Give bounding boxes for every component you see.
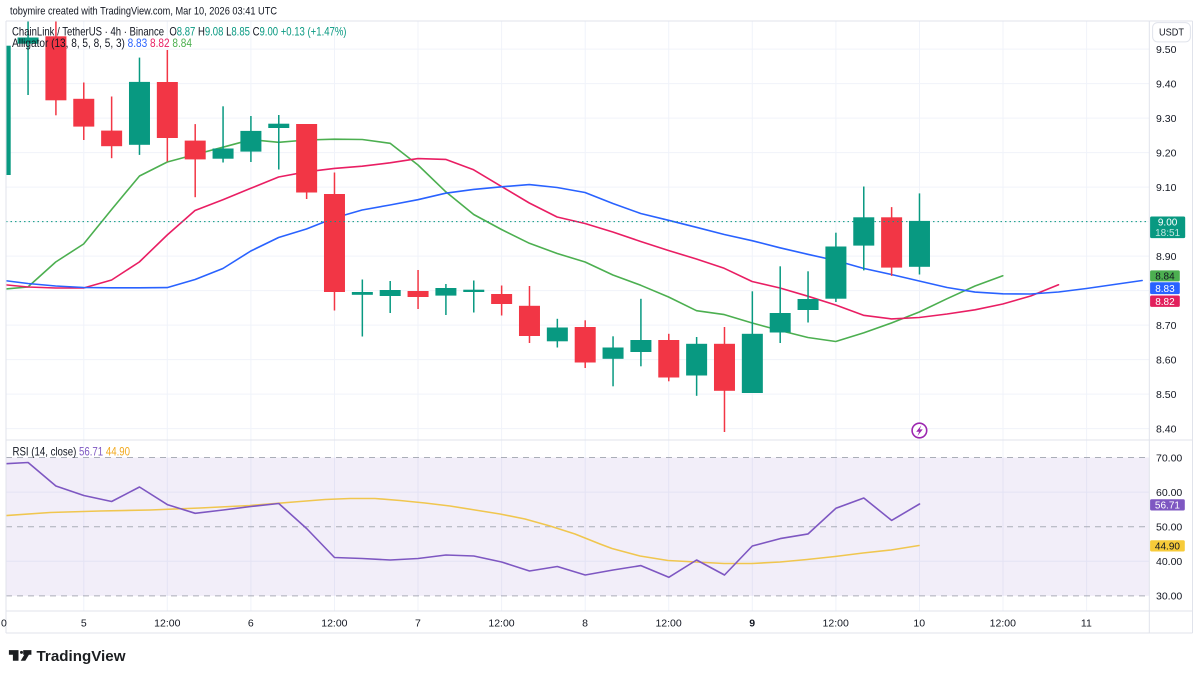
- svg-text:9.50: 9.50: [1156, 44, 1177, 56]
- svg-text:12:00: 12:00: [655, 618, 681, 630]
- svg-text:9.40: 9.40: [1156, 78, 1177, 90]
- svg-text:9.20: 9.20: [1156, 147, 1177, 159]
- svg-text:TradingView: TradingView: [37, 648, 126, 665]
- svg-text:12:00: 12:00: [321, 618, 347, 630]
- svg-text:tobymire created with TradingV: tobymire created with TradingView.com, M…: [10, 6, 277, 18]
- svg-text:0: 0: [1, 618, 7, 630]
- svg-text:9: 9: [749, 618, 755, 630]
- svg-text:70.00: 70.00: [1156, 452, 1182, 464]
- svg-text:8.40: 8.40: [1156, 423, 1177, 435]
- svg-text:8.82: 8.82: [1155, 297, 1175, 308]
- svg-text:9.30: 9.30: [1156, 113, 1177, 125]
- svg-text:RSI (14, close) 56.71 44.90: RSI (14, close) 56.71 44.90: [13, 445, 131, 459]
- svg-text:Alligator (13, 8, 5, 8, 5, 3): Alligator (13, 8, 5, 8, 5, 3) 8.83 8.82 …: [12, 36, 192, 50]
- svg-text:10: 10: [913, 618, 925, 630]
- svg-text:44.90: 44.90: [1155, 542, 1180, 553]
- svg-text:12:00: 12:00: [488, 618, 514, 630]
- svg-text:30.00: 30.00: [1156, 591, 1182, 603]
- svg-text:40.00: 40.00: [1156, 556, 1182, 568]
- svg-text:8.90: 8.90: [1156, 251, 1177, 263]
- svg-text:6: 6: [248, 618, 254, 630]
- svg-text:7: 7: [415, 618, 421, 630]
- svg-text:8.70: 8.70: [1156, 320, 1177, 332]
- svg-text:12:00: 12:00: [823, 618, 849, 630]
- svg-text:60.00: 60.00: [1156, 487, 1182, 499]
- svg-text:ChainLink / TetherUS · 4h · Bi: ChainLink / TetherUS · 4h · Binance O8.8…: [12, 25, 347, 39]
- svg-text:8.60: 8.60: [1156, 354, 1177, 366]
- svg-text:11: 11: [1081, 618, 1092, 630]
- svg-text:USDT: USDT: [1159, 28, 1184, 39]
- svg-text:9.00: 9.00: [1158, 218, 1178, 229]
- svg-text:56.71: 56.71: [1155, 500, 1180, 511]
- svg-text:18:51: 18:51: [1155, 228, 1180, 239]
- svg-text:12:00: 12:00: [154, 618, 180, 630]
- svg-text:50.00: 50.00: [1156, 522, 1182, 534]
- svg-text:8.84: 8.84: [1155, 272, 1175, 283]
- svg-text:5: 5: [81, 618, 87, 630]
- svg-text:12:00: 12:00: [990, 618, 1016, 630]
- svg-text:8.50: 8.50: [1156, 389, 1177, 401]
- svg-text:8: 8: [582, 618, 588, 630]
- svg-text:9.10: 9.10: [1156, 182, 1177, 194]
- svg-text:8.83: 8.83: [1155, 284, 1175, 295]
